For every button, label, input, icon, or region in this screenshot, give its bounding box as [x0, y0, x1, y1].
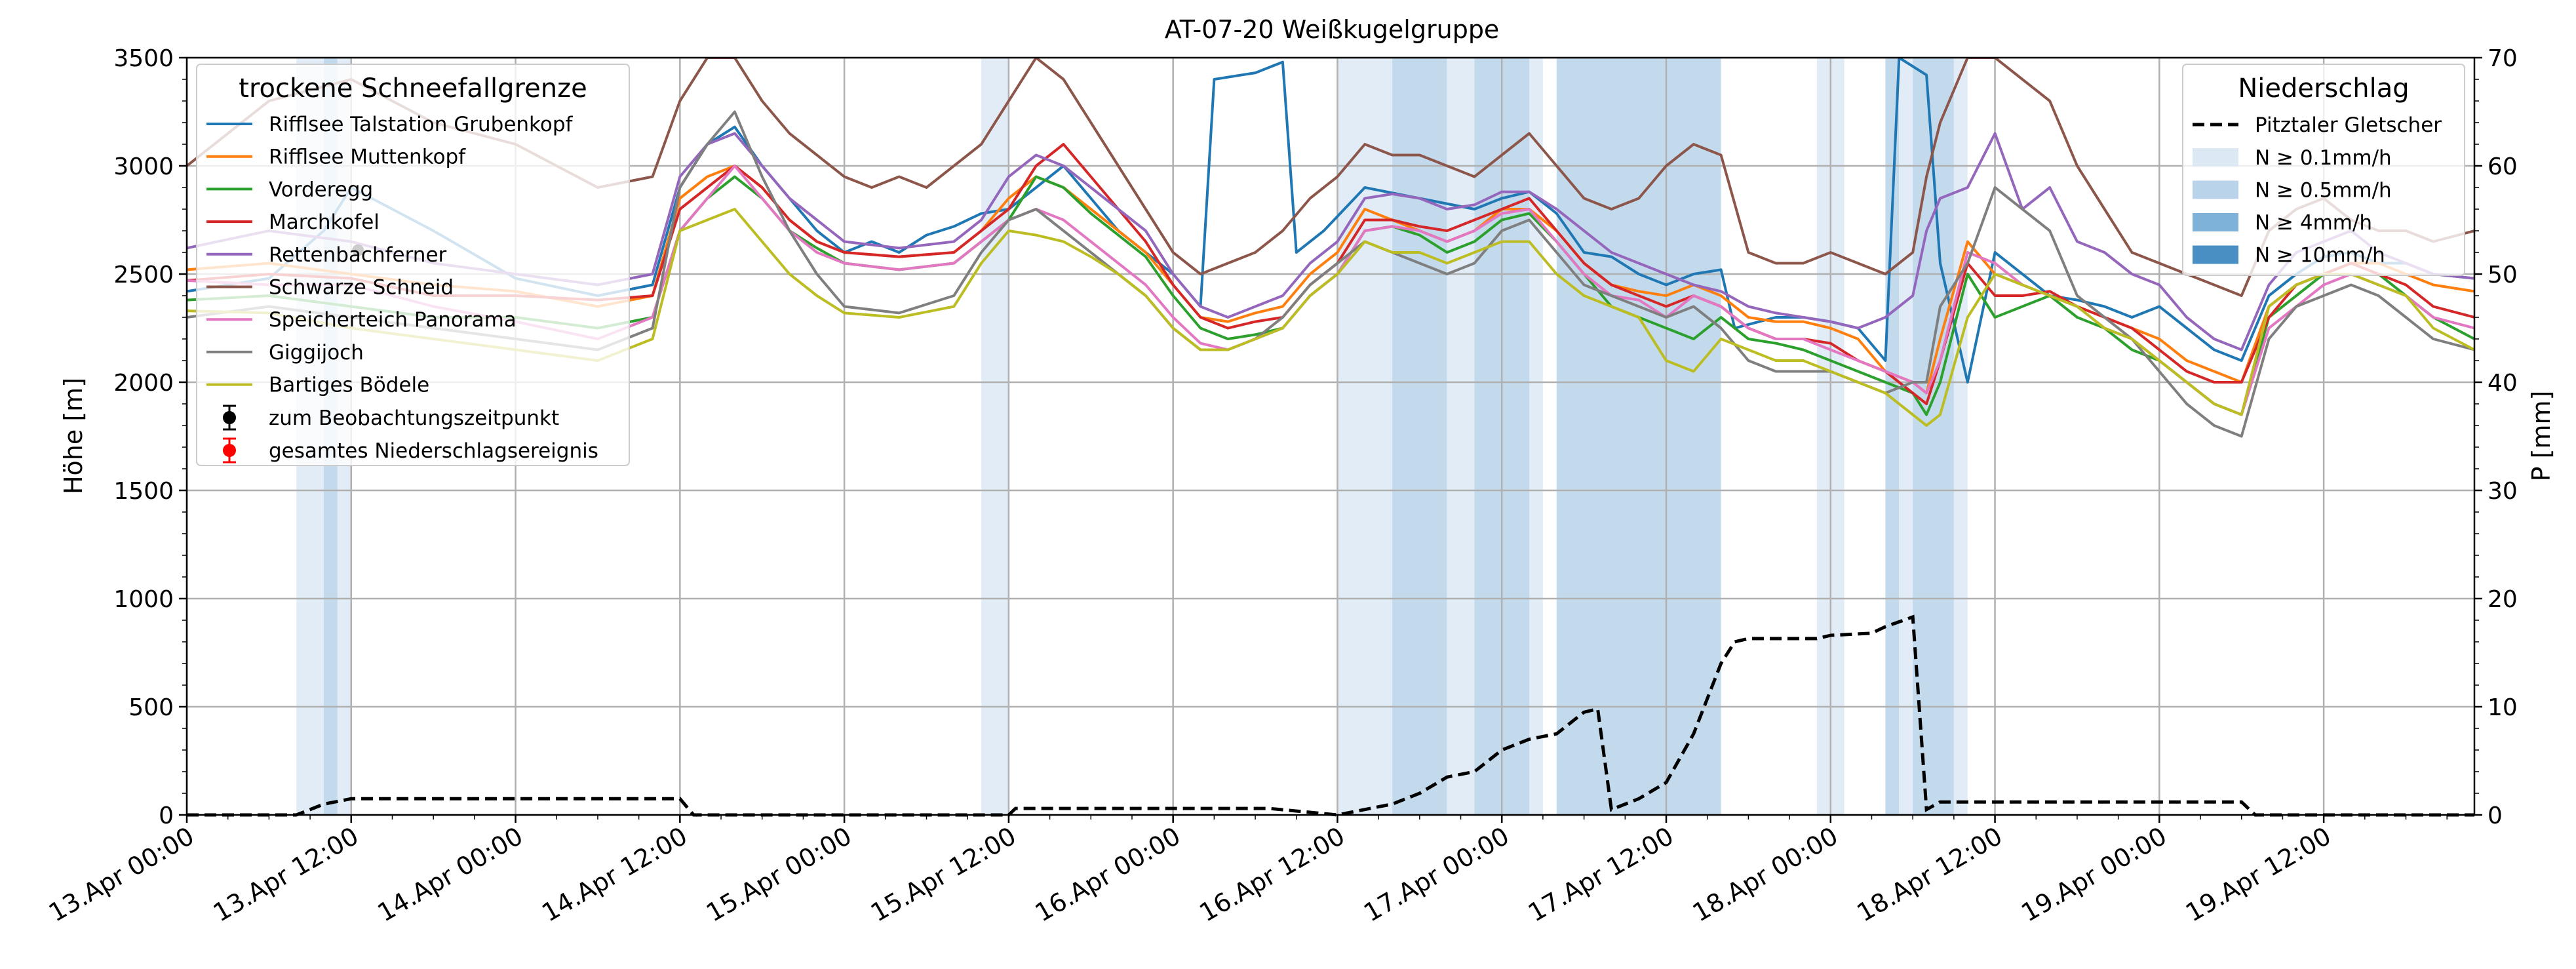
y2-axis-label: P [mm] [2527, 391, 2556, 482]
legend-label: N ≥ 0.5mm/h [2255, 179, 2392, 203]
precip-band [1447, 58, 1475, 815]
precip-band [1529, 58, 1543, 815]
series-line [187, 175, 2474, 416]
series-line [187, 110, 2474, 438]
y-tick-label: 1500 [113, 478, 174, 505]
y2-tick-label: 20 [2488, 586, 2518, 613]
y-tick-label: 1000 [113, 586, 174, 613]
legend-label: N ≥ 0.1mm/h [2255, 146, 2392, 170]
legend-label: Rettenbachferner [269, 243, 447, 267]
y2-tick-label: 40 [2488, 370, 2518, 397]
legend-label: N ≥ 10mm/h [2255, 244, 2385, 267]
y-tick-label: 2500 [113, 262, 174, 288]
series-line [187, 132, 2474, 351]
legend-band-swatch [2193, 245, 2238, 264]
legend-band-swatch [2193, 180, 2238, 199]
precip-band [1392, 58, 1447, 815]
legend-left: trockene Schneefallgrenze Rifflsee Talsta… [196, 64, 630, 466]
series-line [187, 58, 2474, 297]
y-axis-left: 0 500 1000 1500 2000 2500 3000 3500 [113, 45, 187, 829]
legend-label: Rifflsee Muttenkopf [269, 146, 466, 169]
y2-tick-label: 50 [2488, 262, 2518, 288]
legend-right-title: Niederschlag [2238, 73, 2409, 104]
precip-band [1337, 58, 1393, 815]
y-tick-label: 0 [159, 802, 174, 829]
legend-label: N ≥ 4mm/h [2255, 211, 2372, 235]
y-tick-label: 500 [128, 694, 174, 721]
legend-label: Bartiges Bödele [269, 374, 429, 397]
legend-left-box [196, 64, 630, 466]
legend-label: Schwarze Schneid [269, 276, 454, 300]
y2-tick-label: 0 [2488, 802, 2503, 829]
legend-right-box [2182, 64, 2465, 276]
series-lines [187, 58, 2474, 438]
precip-band [1597, 58, 1721, 815]
precip-band [1885, 58, 1900, 815]
precip-band [1556, 58, 1598, 815]
legend-left-title: trockene Schneefallgrenze [239, 73, 587, 104]
legend-label: zum Beobachtungszeitpunkt [269, 406, 559, 430]
legend-label: Speicherteich Panorama [269, 308, 517, 332]
precip-band [1899, 58, 1913, 815]
legend-band-swatch [2193, 213, 2238, 231]
legend-right: Niederschlag Pitztaler Gletscher N ≥ 0.1mm… [2182, 64, 2465, 276]
y-tick-label: 3500 [113, 45, 174, 72]
series-line [187, 143, 2474, 405]
legend-label: Vorderegg [269, 178, 373, 201]
y2-tick-label: 30 [2488, 478, 2518, 505]
y2-tick-label: 10 [2488, 694, 2518, 721]
legend-label: gesamtes Niederschlagsereignis [269, 439, 598, 463]
legend-label: Giggijoch [269, 341, 364, 365]
plot-frame [185, 56, 2476, 816]
y-axis-right: 0 10 20 30 40 50 60 70 [2474, 45, 2518, 829]
series-line [187, 208, 2474, 427]
legend-label: Marchkofel [269, 210, 380, 234]
y-tick-label: 2000 [113, 370, 174, 397]
legend-marker [223, 444, 236, 457]
y-tick-label: 3000 [113, 153, 174, 180]
precip-band [1953, 58, 1968, 815]
precip-band [981, 58, 1009, 815]
legend-label: Rifflsee Talstation Grubenkopf [269, 113, 574, 136]
legend-band-swatch [2193, 148, 2238, 167]
legend-marker [223, 411, 236, 424]
y-axis-label: Höhe [m] [59, 378, 88, 494]
chart-title: AT-07-20 Weißkugelgruppe [1165, 15, 1500, 44]
y2-tick-label: 60 [2488, 153, 2518, 180]
legend-label: Pitztaler Gletscher [2255, 113, 2442, 137]
y2-tick-label: 70 [2488, 45, 2518, 72]
